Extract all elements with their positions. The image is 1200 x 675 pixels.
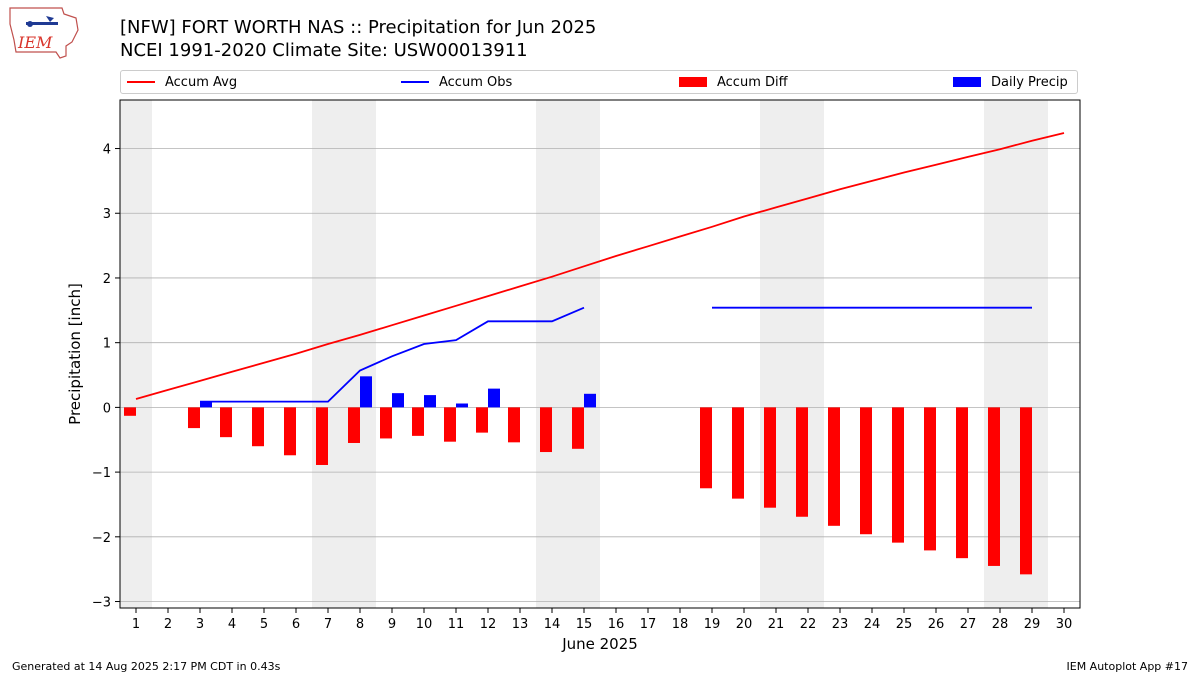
legend-item-accum-avg: Accum Avg [127, 71, 237, 93]
accum-diff-bar-15 [572, 407, 584, 449]
accum-diff-bar-12 [476, 407, 488, 433]
accum-diff-bar-13 [508, 407, 520, 443]
xtick-label-20: 20 [736, 617, 753, 632]
accum-diff-bar-22 [796, 407, 808, 517]
xtick-label-13: 13 [512, 617, 529, 632]
weekend-band-0 [120, 100, 152, 608]
ytick-label--2: −2 [92, 531, 111, 546]
legend: Accum Avg Accum Obs Accum Diff Daily Pre… [120, 70, 1078, 94]
daily-precip-bar-3 [200, 401, 212, 408]
autoplot-app-label: IEM Autoplot App #17 [1066, 660, 1189, 673]
daily-precip-bar-11 [456, 403, 468, 408]
xtick-label-28: 28 [992, 617, 1009, 632]
daily-precip-bar-8 [360, 376, 372, 408]
accum-diff-bar-21 [764, 407, 776, 508]
accum-diff-bar-24 [860, 407, 872, 535]
xtick-label-16: 16 [608, 617, 625, 632]
ytick-label-2: 2 [103, 272, 111, 287]
xtick-label-10: 10 [416, 617, 433, 632]
xtick-label-9: 9 [388, 617, 396, 632]
xtick-label-26: 26 [928, 617, 945, 632]
ytick-label-3: 3 [103, 207, 111, 222]
xtick-label-6: 6 [292, 617, 300, 632]
ytick-label--1: −1 [92, 466, 111, 481]
ytick-label-0: 0 [103, 401, 111, 416]
accum-diff-bar-26 [924, 407, 936, 551]
logo-text: IEM [17, 33, 53, 52]
legend-swatch-accum-diff [679, 77, 707, 87]
chart-subtitle: NCEI 1991-2020 Climate Site: USW00013911 [120, 40, 528, 61]
accum-diff-bar-19 [700, 407, 712, 489]
accum-diff-bar-23 [828, 407, 840, 526]
xtick-label-14: 14 [544, 617, 561, 632]
legend-label-daily-precip: Daily Precip [991, 74, 1068, 90]
weekend-band-2 [536, 100, 600, 608]
legend-item-daily-precip: Daily Precip [953, 71, 1068, 93]
xtick-label-30: 30 [1056, 617, 1073, 632]
xtick-label-1: 1 [132, 617, 140, 632]
plot-frame [119, 99, 1081, 609]
xtick-label-18: 18 [672, 617, 689, 632]
xtick-label-19: 19 [704, 617, 721, 632]
accum-diff-bar-1 [124, 407, 136, 416]
generated-timestamp: Generated at 14 Aug 2025 2:17 PM CDT in … [12, 660, 281, 673]
legend-item-accum-diff: Accum Diff [679, 71, 788, 93]
xtick-label-4: 4 [228, 617, 236, 632]
ytick-label-4: 4 [103, 143, 111, 158]
accum-diff-bar-25 [892, 407, 904, 543]
xtick-label-25: 25 [896, 617, 913, 632]
accum-diff-bar-3 [188, 407, 200, 429]
accum-diff-bar-14 [540, 407, 552, 453]
daily-precip-bar-9 [392, 393, 404, 408]
x-axis-label: June 2025 [561, 635, 638, 653]
accum-diff-bar-10 [412, 407, 424, 436]
legend-label-accum-avg: Accum Avg [165, 74, 238, 90]
accum-diff-bar-8 [348, 407, 360, 443]
accum-diff-bar-28 [988, 407, 1000, 566]
xtick-label-17: 17 [640, 617, 657, 632]
xtick-label-7: 7 [324, 617, 332, 632]
xtick-label-15: 15 [576, 617, 593, 632]
weekend-band-3 [760, 100, 824, 608]
ytick-label--3: −3 [92, 596, 111, 611]
legend-swatch-accum-obs [401, 81, 429, 83]
ytick-label-1: 1 [103, 337, 111, 352]
xtick-label-23: 23 [832, 617, 849, 632]
daily-precip-bar-10 [424, 395, 436, 408]
xtick-label-12: 12 [480, 617, 497, 632]
accum-diff-bar-9 [380, 407, 392, 439]
y-axis-label: Precipitation [inch] [66, 283, 84, 425]
accum-diff-bar-7 [316, 407, 328, 465]
legend-label-accum-obs: Accum Obs [439, 74, 513, 90]
xtick-label-11: 11 [448, 617, 465, 632]
accum-avg-line [135, 132, 1065, 400]
legend-swatch-accum-avg [127, 81, 155, 83]
xtick-label-22: 22 [800, 617, 817, 632]
legend-label-accum-diff: Accum Diff [717, 74, 788, 90]
daily-precip-bar-12 [488, 388, 500, 408]
accum-obs-line [200, 306, 1032, 403]
accum-diff-bar-5 [252, 407, 264, 447]
chart-title: [NFW] FORT WORTH NAS :: Precipitation fo… [120, 17, 597, 38]
xtick-label-8: 8 [356, 617, 364, 632]
xtick-label-21: 21 [768, 617, 785, 632]
xtick-label-2: 2 [164, 617, 172, 632]
xtick-label-5: 5 [260, 617, 268, 632]
xtick-label-24: 24 [864, 617, 881, 632]
xtick-label-29: 29 [1024, 617, 1041, 632]
accum-diff-bar-27 [956, 407, 968, 559]
daily-precip-bar-15 [584, 393, 596, 408]
legend-item-accum-obs: Accum Obs [401, 71, 512, 93]
accum-diff-bar-29 [1020, 407, 1032, 575]
accum-diff-bar-20 [732, 407, 744, 499]
weekend-band-1 [312, 100, 376, 608]
xtick-label-3: 3 [196, 617, 204, 632]
xtick-label-27: 27 [960, 617, 977, 632]
accum-diff-bar-11 [444, 407, 456, 442]
accum-diff-bar-4 [220, 407, 232, 438]
legend-swatch-daily-precip [953, 77, 981, 87]
accum-diff-bar-6 [284, 407, 296, 456]
iem-logo: IEM [9, 7, 79, 59]
